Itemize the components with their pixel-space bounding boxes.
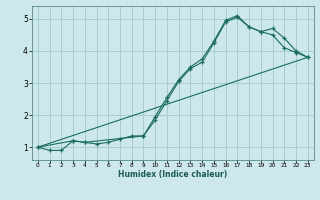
X-axis label: Humidex (Indice chaleur): Humidex (Indice chaleur) <box>118 170 228 179</box>
